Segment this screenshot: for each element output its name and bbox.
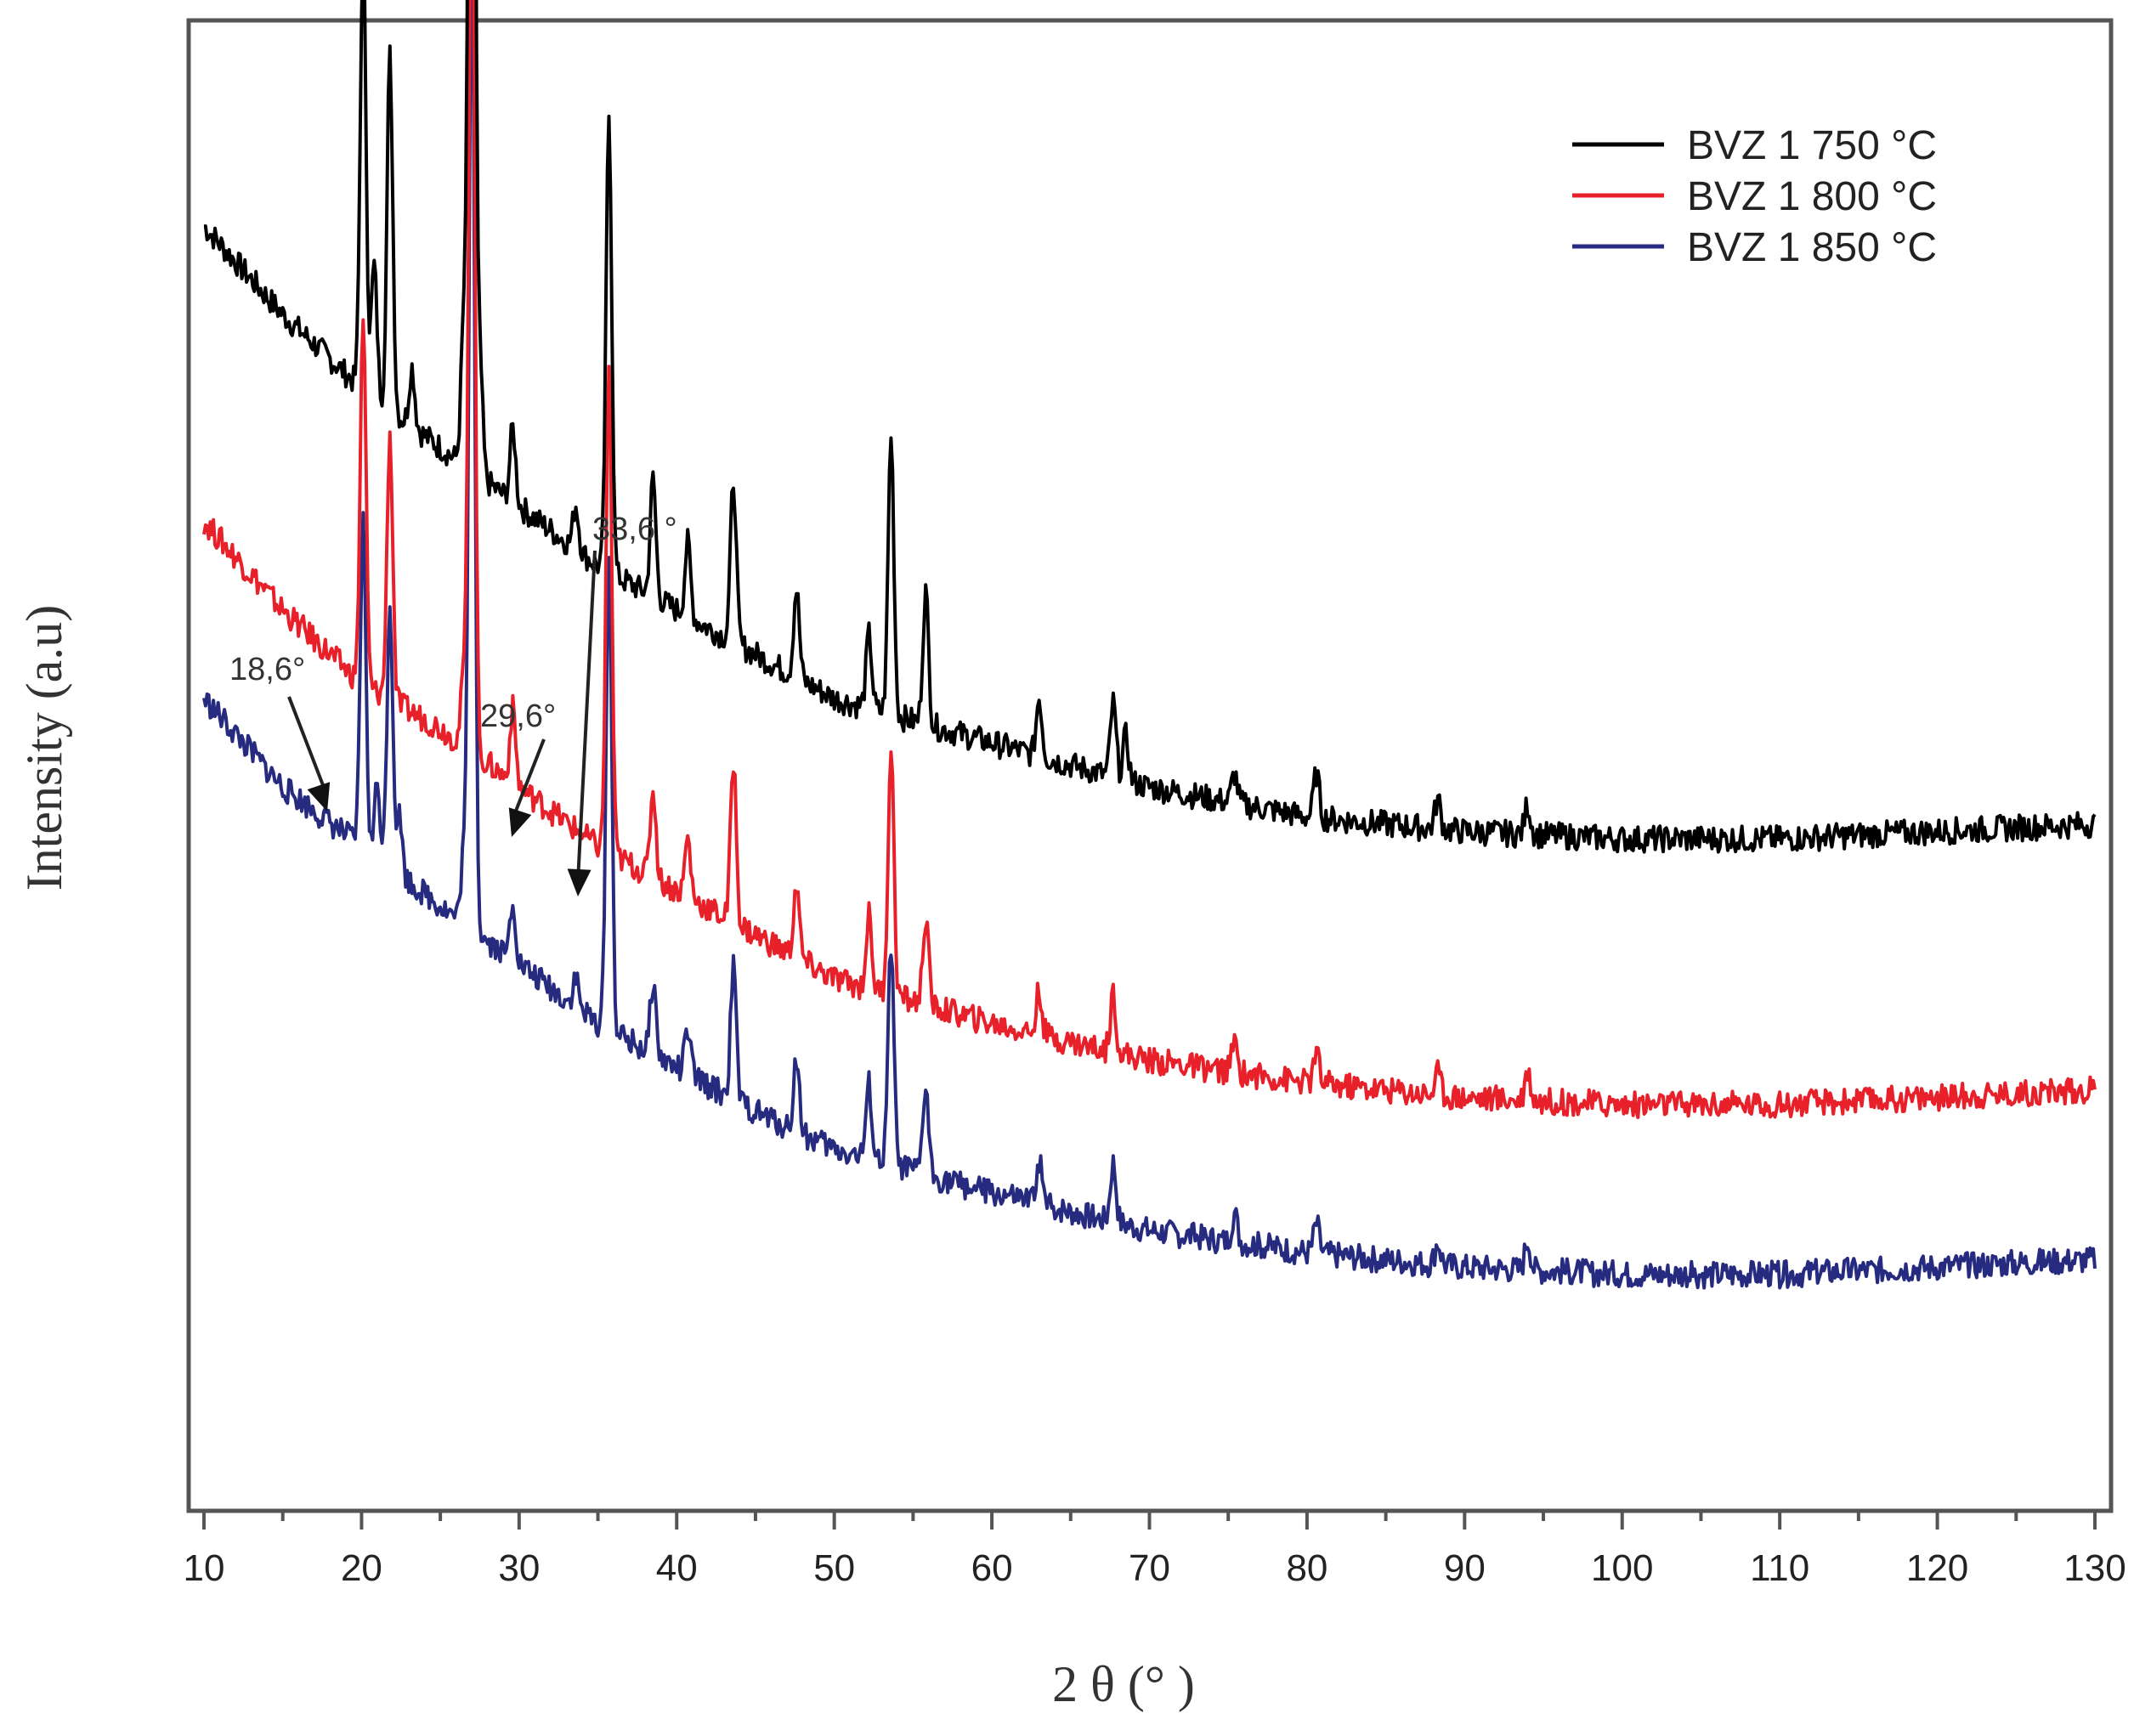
x-axis-title: 2 θ (° ) — [1052, 1656, 1195, 1712]
annotations: 18,6° 29,6° 33,6 ° — [229, 512, 677, 896]
series-line — [202, 0, 2097, 1120]
legend-label: BVZ 1 750 °C — [1687, 123, 1937, 168]
legend: BVZ 1 750 °C BVZ 1 800 °C BVZ 1 850 °C — [1572, 123, 1937, 270]
x-axis-ticks: 10 20 30 40 50 60 70 80 90 100 110 120 130 — [184, 1511, 2126, 1589]
series-line — [202, 0, 2097, 1290]
annotation-arrow-line — [576, 550, 597, 882]
annotation-label: 29,6° — [480, 698, 556, 734]
x-tick-label: 120 — [1906, 1547, 1968, 1589]
x-tick-label: 130 — [2063, 1547, 2126, 1589]
annotation-arrow-head — [307, 782, 331, 811]
x-tick-label: 50 — [813, 1547, 855, 1589]
annotation-arrow-line — [510, 738, 546, 823]
x-tick-label: 30 — [498, 1547, 540, 1589]
x-tick-label: 100 — [1591, 1547, 1653, 1589]
legend-label: BVZ 1 800 °C — [1687, 174, 1937, 219]
x-tick-label: 60 — [971, 1547, 1013, 1589]
annotation-arrow-head — [567, 868, 592, 896]
legend-label: BVZ 1 850 °C — [1687, 225, 1937, 270]
x-tick-label: 80 — [1286, 1547, 1327, 1589]
x-tick-label: 90 — [1444, 1547, 1486, 1589]
annotation-label: 18,6° — [229, 652, 305, 687]
x-tick-label: 40 — [656, 1547, 698, 1589]
x-tick-label: 110 — [1750, 1547, 1809, 1589]
y-axis-title: Intensity (a.u) — [16, 605, 72, 891]
x-tick-label: 10 — [184, 1547, 225, 1589]
annotation-label: 33,6 ° — [592, 512, 677, 547]
x-tick-label: 70 — [1129, 1547, 1170, 1589]
x-tick-label: 20 — [341, 1547, 382, 1589]
annotation-arrow-line — [287, 696, 329, 797]
series-line — [203, 0, 2097, 854]
annotation-arrow-head — [508, 807, 532, 837]
series-lines — [202, 0, 2097, 1290]
